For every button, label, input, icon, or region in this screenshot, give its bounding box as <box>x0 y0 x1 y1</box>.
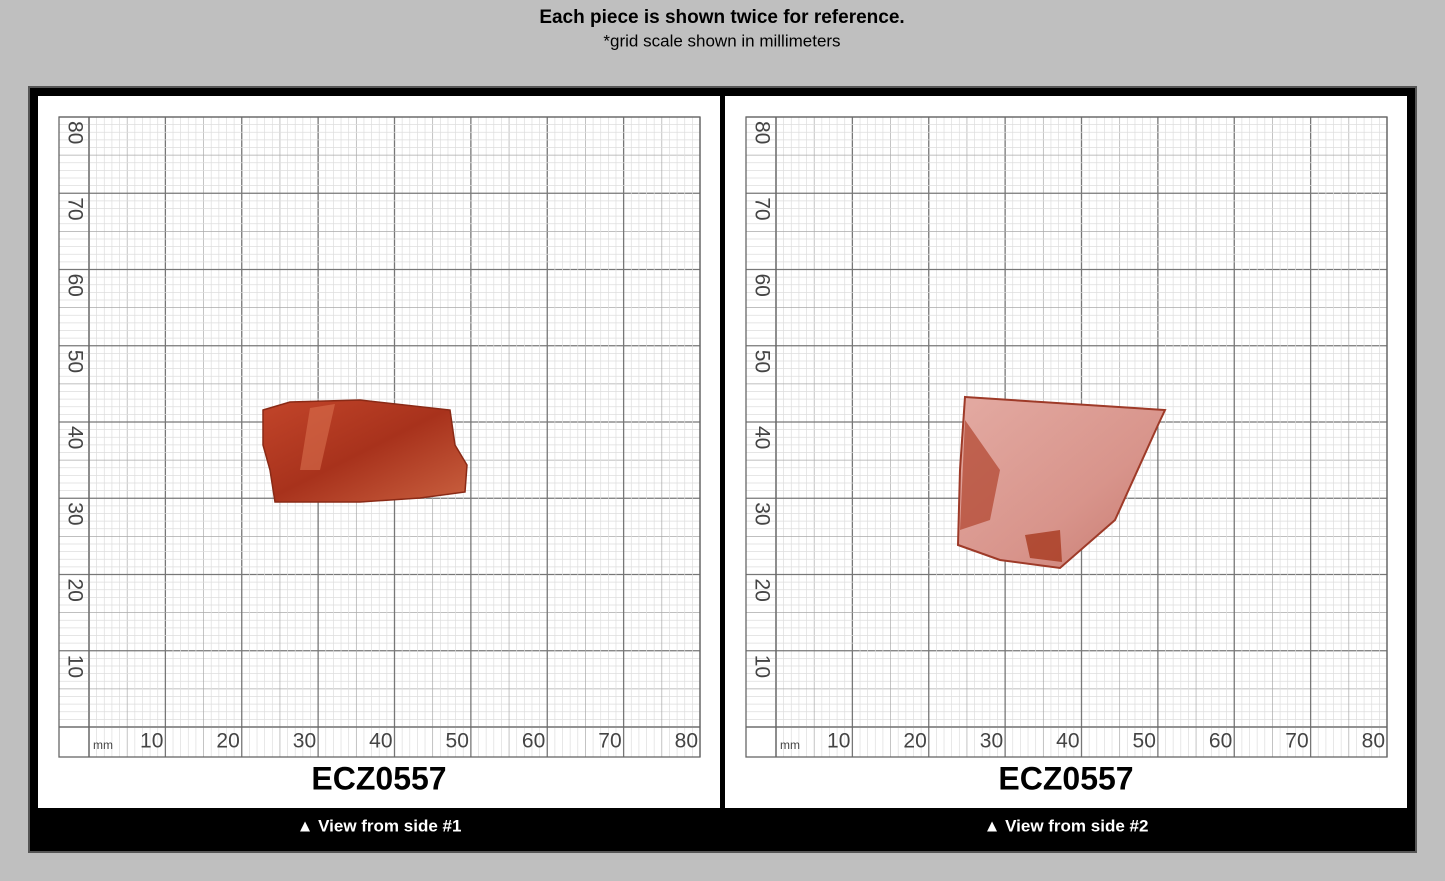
unit-label: mm <box>93 738 113 752</box>
x-scale-label: 10 <box>827 730 850 753</box>
stone <box>262 399 468 503</box>
y-scale-label: 60 <box>750 274 773 297</box>
stone <box>956 395 1167 570</box>
grid-border <box>58 116 701 758</box>
stone-facet <box>1025 530 1062 562</box>
product-code: ECZ0557 <box>311 760 446 796</box>
x-scale-label: 60 <box>1209 730 1232 753</box>
y-scale-label: 80 <box>750 121 773 144</box>
y-scale-label: 40 <box>63 426 86 449</box>
y-scale-label: 30 <box>750 502 773 525</box>
x-scale-label: 80 <box>1362 730 1385 753</box>
x-scale-label: 70 <box>598 730 621 753</box>
x-scale-label: 40 <box>369 730 392 753</box>
grid-border <box>745 116 1388 758</box>
y-scale-label: 10 <box>750 655 773 678</box>
y-scale-label: 50 <box>63 350 86 373</box>
y-scale-label: 10 <box>63 655 86 678</box>
grids: mm 10 20 30 40 50 60 70 80 10 20 30 40 50 60 70 80 mm 10 20… <box>58 116 1388 758</box>
x-scale-label: 40 <box>1056 730 1079 753</box>
y-scale-label: 30 <box>63 502 86 525</box>
title: Each piece is shown twice for reference. <box>539 7 904 28</box>
y-scale-label: 70 <box>63 197 86 220</box>
x-scale-label: 70 <box>1285 730 1308 753</box>
caption: ▲ View from side #1 <box>297 816 462 835</box>
x-scale-label: 80 <box>675 730 698 753</box>
x-scale-label: 60 <box>522 730 545 753</box>
stone-facet <box>300 404 335 470</box>
y-scale-label: 80 <box>63 121 86 144</box>
x-scale-label: 10 <box>140 730 163 753</box>
x-scale-label: 50 <box>1133 730 1156 753</box>
y-scale-label: 20 <box>750 579 773 602</box>
unit-label: mm <box>780 738 800 752</box>
product-code: ECZ0557 <box>998 760 1133 796</box>
y-scale-label: 20 <box>63 579 86 602</box>
y-scale-label: 50 <box>750 350 773 373</box>
x-scale-label: 30 <box>293 730 316 753</box>
x-scale-label: 20 <box>216 730 239 753</box>
y-scale-label: 70 <box>750 197 773 220</box>
x-scale-label: 50 <box>446 730 469 753</box>
x-scale-label: 20 <box>903 730 926 753</box>
x-scale-label: 30 <box>980 730 1003 753</box>
caption: ▲ View from side #2 <box>984 816 1149 835</box>
y-scale-label: 60 <box>63 274 86 297</box>
y-scale-label: 40 <box>750 426 773 449</box>
subtitle: *grid scale shown in millimeters <box>603 31 840 50</box>
stone-facet <box>960 420 1000 530</box>
